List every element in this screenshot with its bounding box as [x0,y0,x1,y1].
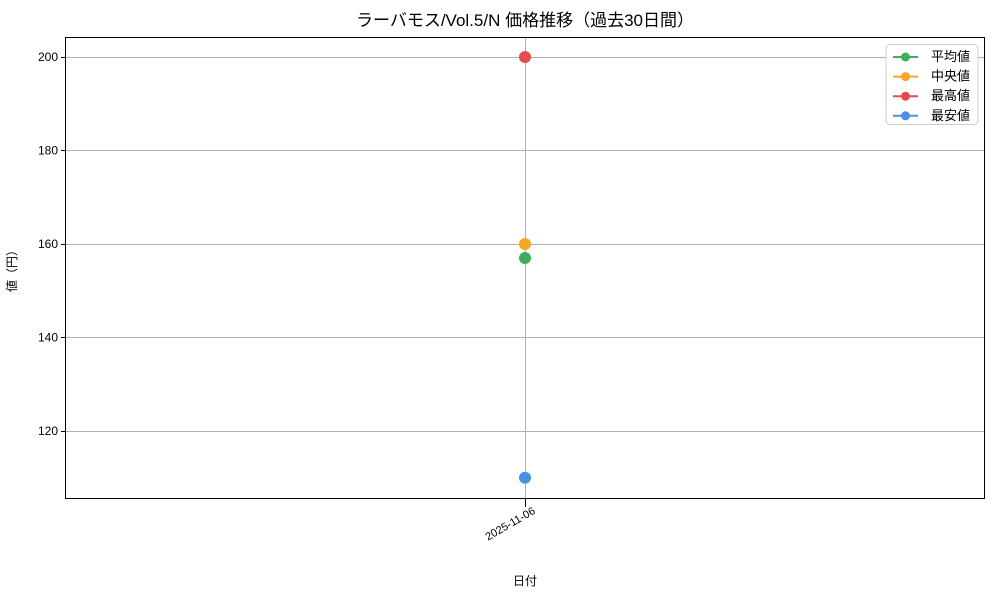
svg-text:180: 180 [38,144,58,158]
svg-text:平均値: 平均値 [931,49,970,64]
svg-text:値（円）: 値（円） [4,244,19,292]
svg-text:200: 200 [38,50,58,64]
svg-text:120: 120 [38,424,58,438]
svg-text:中央値: 中央値 [931,69,970,84]
svg-text:ラーバモス/Vol.5/N 価格推移（過去30日間）: ラーバモス/Vol.5/N 価格推移（過去30日間） [356,11,694,30]
svg-text:160: 160 [38,237,58,251]
svg-text:2025-11-06: 2025-11-06 [483,505,537,543]
svg-text:最安値: 最安値 [931,108,970,123]
svg-text:日付: 日付 [513,574,537,588]
svg-text:140: 140 [38,331,58,345]
svg-text:最高値: 最高値 [931,88,970,103]
